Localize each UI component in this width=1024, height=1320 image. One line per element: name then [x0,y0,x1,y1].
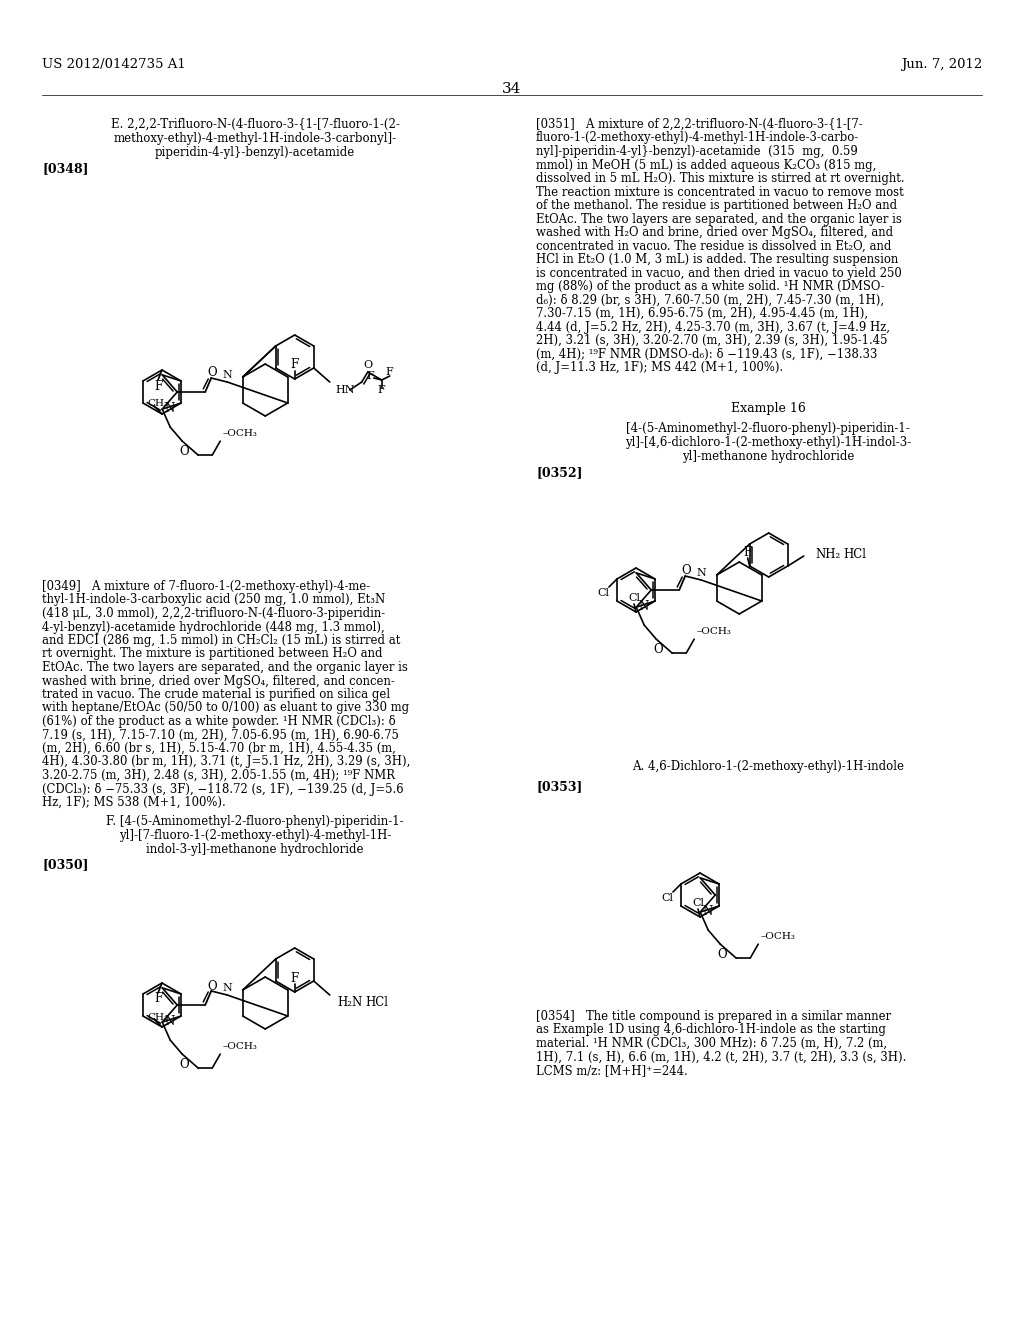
Text: [0348]: [0348] [42,162,88,176]
Text: O: O [718,948,727,961]
Text: [0353]: [0353] [536,780,583,793]
Text: [0351]   A mixture of 2,2,2-trifluoro-N-(4-fluoro-3-{1-[7-: [0351] A mixture of 2,2,2-trifluoro-N-(4… [536,117,862,131]
Text: washed with brine, dried over MgSO₄, filtered, and concen-: washed with brine, dried over MgSO₄, fil… [42,675,394,688]
Text: Hz, 1F); MS 538 (M+1, 100%).: Hz, 1F); MS 538 (M+1, 100%). [42,796,225,809]
Text: O: O [364,360,373,370]
Text: LCMS m/z: [M+H]⁺=244.: LCMS m/z: [M+H]⁺=244. [536,1064,688,1077]
Text: Cl: Cl [692,898,705,908]
Text: F: F [291,359,299,371]
Text: yl]-[4,6-dichloro-1-(2-methoxy-ethyl)-1H-indol-3-: yl]-[4,6-dichloro-1-(2-methoxy-ethyl)-1H… [625,436,911,449]
Text: Example 16: Example 16 [730,403,806,414]
Text: N: N [164,1015,174,1027]
Text: EtOAc. The two layers are separated, and the organic layer is: EtOAc. The two layers are separated, and… [42,661,408,675]
Text: (m, 4H); ¹⁹F NMR (DMSO-d₆): δ −119.43 (s, 1F), −138.33: (m, 4H); ¹⁹F NMR (DMSO-d₆): δ −119.43 (s… [536,347,878,360]
Text: N: N [164,401,174,414]
Text: A. 4,6-Dichloro-1-(2-methoxy-ethyl)-1H-indole: A. 4,6-Dichloro-1-(2-methoxy-ethyl)-1H-i… [632,760,904,774]
Text: H₂N: H₂N [338,997,362,1010]
Text: HN: HN [336,385,355,395]
Text: NH₂: NH₂ [816,548,841,561]
Text: HCl: HCl [844,548,866,561]
Text: O: O [681,565,691,578]
Text: N: N [696,568,707,578]
Text: N: N [702,904,713,917]
Text: F: F [291,972,299,985]
Text: F: F [154,993,162,1006]
Text: EtOAc. The two layers are separated, and the organic layer is: EtOAc. The two layers are separated, and… [536,213,902,226]
Text: O: O [653,643,663,656]
Text: CH₃: CH₃ [147,400,169,408]
Text: F: F [386,367,393,378]
Text: (CDCl₃): δ −75.33 (s, 3F), −118.72 (s, 1F), −139.25 (d, J=5.6: (CDCl₃): δ −75.33 (s, 3F), −118.72 (s, 1… [42,783,403,796]
Text: of the methanol. The residue is partitioned between H₂O and: of the methanol. The residue is partitio… [536,199,897,213]
Text: as Example 1D using 4,6-dichloro-1H-indole as the starting: as Example 1D using 4,6-dichloro-1H-indo… [536,1023,886,1036]
Text: concentrated in vacuo. The residue is dissolved in Et₂O, and: concentrated in vacuo. The residue is di… [536,239,891,252]
Text: O: O [179,445,189,458]
Text: 4.44 (d, J=5.2 Hz, 2H), 4.25-3.70 (m, 3H), 3.67 (t, J=4.9 Hz,: 4.44 (d, J=5.2 Hz, 2H), 4.25-3.70 (m, 3H… [536,321,890,334]
Text: (d, J=11.3 Hz, 1F); MS 442 (M+1, 100%).: (d, J=11.3 Hz, 1F); MS 442 (M+1, 100%). [536,360,783,374]
Text: CH₃: CH₃ [147,1012,169,1022]
Text: F. [4-(5-Aminomethyl-2-fluoro-phenyl)-piperidin-1-: F. [4-(5-Aminomethyl-2-fluoro-phenyl)-pi… [106,814,403,828]
Text: nyl]-piperidin-4-yl}-benzyl)-acetamide  (315  mg,  0.59: nyl]-piperidin-4-yl}-benzyl)-acetamide (… [536,145,858,158]
Text: yl]-[7-fluoro-1-(2-methoxy-ethyl)-4-methyl-1H-: yl]-[7-fluoro-1-(2-methoxy-ethyl)-4-meth… [119,829,391,842]
Text: HCl in Et₂O (1.0 M, 3 mL) is added. The resulting suspension: HCl in Et₂O (1.0 M, 3 mL) is added. The … [536,253,898,267]
Text: mmol) in MeOH (5 mL) is added aqueous K₂CO₃ (815 mg,: mmol) in MeOH (5 mL) is added aqueous K₂… [536,158,877,172]
Text: d₆): δ 8.29 (br, s 3H), 7.60-7.50 (m, 2H), 7.45-7.30 (m, 1H),: d₆): δ 8.29 (br, s 3H), 7.60-7.50 (m, 2H… [536,293,884,306]
Text: HCl: HCl [366,997,389,1010]
Text: The reaction mixture is concentrated in vacuo to remove most: The reaction mixture is concentrated in … [536,186,904,198]
Text: mg (88%) of the product as a white solid. ¹H NMR (DMSO-: mg (88%) of the product as a white solid… [536,280,885,293]
Text: trated in vacuo. The crude material is purified on silica gel: trated in vacuo. The crude material is p… [42,688,390,701]
Text: 3.20-2.75 (m, 3H), 2.48 (s, 3H), 2.05-1.55 (m, 4H); ¹⁹F NMR: 3.20-2.75 (m, 3H), 2.48 (s, 3H), 2.05-1.… [42,770,395,781]
Text: 1H), 7.1 (s, H), 6.6 (m, 1H), 4.2 (t, 2H), 3.7 (t, 2H), 3.3 (s, 3H).: 1H), 7.1 (s, H), 6.6 (m, 1H), 4.2 (t, 2H… [536,1051,906,1064]
Text: 2H), 3.21 (s, 3H), 3.20-2.70 (m, 3H), 2.39 (s, 3H), 1.95-1.45: 2H), 3.21 (s, 3H), 3.20-2.70 (m, 3H), 2.… [536,334,888,347]
Text: 7.30-7.15 (m, 1H), 6.95-6.75 (m, 2H), 4.95-4.45 (m, 1H),: 7.30-7.15 (m, 1H), 6.95-6.75 (m, 2H), 4.… [536,308,868,319]
Text: O: O [179,1057,189,1071]
Text: fluoro-1-(2-methoxy-ethyl)-4-methyl-1H-indole-3-carbo-: fluoro-1-(2-methoxy-ethyl)-4-methyl-1H-i… [536,132,859,144]
Text: F: F [743,545,752,558]
Text: N: N [222,983,232,993]
Text: US 2012/0142735 A1: US 2012/0142735 A1 [42,58,185,71]
Text: with heptane/EtOAc (50/50 to 0/100) as eluant to give 330 mg: with heptane/EtOAc (50/50 to 0/100) as e… [42,701,410,714]
Text: (418 μL, 3.0 mmol), 2,2,2-trifluoro-N-(4-fluoro-3-piperidin-: (418 μL, 3.0 mmol), 2,2,2-trifluoro-N-(4… [42,607,385,620]
Text: [0349]   A mixture of 7-fluoro-1-(2-methoxy-ethyl)-4-me-: [0349] A mixture of 7-fluoro-1-(2-methox… [42,579,370,593]
Text: –OCH₃: –OCH₃ [696,627,731,636]
Text: –OCH₃: –OCH₃ [222,1041,257,1051]
Text: F: F [154,380,162,392]
Text: F: F [366,371,374,381]
Text: O: O [208,367,217,380]
Text: thyl-1H-indole-3-carboxylic acid (250 mg, 1.0 mmol), Et₃N: thyl-1H-indole-3-carboxylic acid (250 mg… [42,594,385,606]
Text: Cl: Cl [628,593,640,603]
Text: 4-yl-benzyl)-acetamide hydrochloride (448 mg, 1.3 mmol),: 4-yl-benzyl)-acetamide hydrochloride (44… [42,620,385,634]
Text: Jun. 7, 2012: Jun. 7, 2012 [901,58,982,71]
Text: material. ¹H NMR (CDCl₃, 300 MHz): δ 7.25 (m, H), 7.2 (m,: material. ¹H NMR (CDCl₃, 300 MHz): δ 7.2… [536,1038,887,1049]
Text: O: O [208,979,217,993]
Text: Cl: Cl [597,587,609,598]
Text: (61%) of the product as a white powder. ¹H NMR (CDCl₃): δ: (61%) of the product as a white powder. … [42,715,395,729]
Text: piperidin-4-yl}-benzyl)-acetamide: piperidin-4-yl}-benzyl)-acetamide [155,147,355,158]
Text: –OCH₃: –OCH₃ [222,429,257,438]
Text: indol-3-yl]-methanone hydrochloride: indol-3-yl]-methanone hydrochloride [146,843,364,855]
Text: N: N [638,599,648,612]
Text: [0354]   The title compound is prepared in a similar manner: [0354] The title compound is prepared in… [536,1010,891,1023]
Text: rt overnight. The mixture is partitioned between H₂O and: rt overnight. The mixture is partitioned… [42,648,383,660]
Text: methoxy-ethyl)-4-methyl-1H-indole-3-carbonyl]-: methoxy-ethyl)-4-methyl-1H-indole-3-carb… [114,132,396,145]
Text: washed with H₂O and brine, dried over MgSO₄, filtered, and: washed with H₂O and brine, dried over Mg… [536,226,893,239]
Text: [0352]: [0352] [536,466,583,479]
Text: and EDCI (286 mg, 1.5 mmol) in CH₂Cl₂ (15 mL) is stirred at: and EDCI (286 mg, 1.5 mmol) in CH₂Cl₂ (1… [42,634,400,647]
Text: [0350]: [0350] [42,858,88,871]
Text: (m, 2H), 6.60 (br s, 1H), 5.15-4.70 (br m, 1H), 4.55-4.35 (m,: (m, 2H), 6.60 (br s, 1H), 5.15-4.70 (br … [42,742,396,755]
Text: 34: 34 [503,82,521,96]
Text: is concentrated in vacuo, and then dried in vacuo to yield 250: is concentrated in vacuo, and then dried… [536,267,902,280]
Text: yl]-methanone hydrochloride: yl]-methanone hydrochloride [682,450,854,463]
Text: F: F [378,385,385,395]
Text: 4H), 4.30-3.80 (br m, 1H), 3.71 (t, J=5.1 Hz, 2H), 3.29 (s, 3H),: 4H), 4.30-3.80 (br m, 1H), 3.71 (t, J=5.… [42,755,411,768]
Text: N: N [222,370,232,380]
Text: E. 2,2,2-Trifluoro-N-(4-fluoro-3-{1-[7-fluoro-1-(2-: E. 2,2,2-Trifluoro-N-(4-fluoro-3-{1-[7-f… [111,117,399,131]
Text: [4-(5-Aminomethyl-2-fluoro-phenyl)-piperidin-1-: [4-(5-Aminomethyl-2-fluoro-phenyl)-piper… [626,422,910,436]
Text: –OCH₃: –OCH₃ [760,932,795,941]
Text: 7.19 (s, 1H), 7.15-7.10 (m, 2H), 7.05-6.95 (m, 1H), 6.90-6.75: 7.19 (s, 1H), 7.15-7.10 (m, 2H), 7.05-6.… [42,729,399,742]
Text: Cl: Cl [660,894,673,903]
Text: dissolved in 5 mL H₂O). This mixture is stirred at rt overnight.: dissolved in 5 mL H₂O). This mixture is … [536,172,904,185]
